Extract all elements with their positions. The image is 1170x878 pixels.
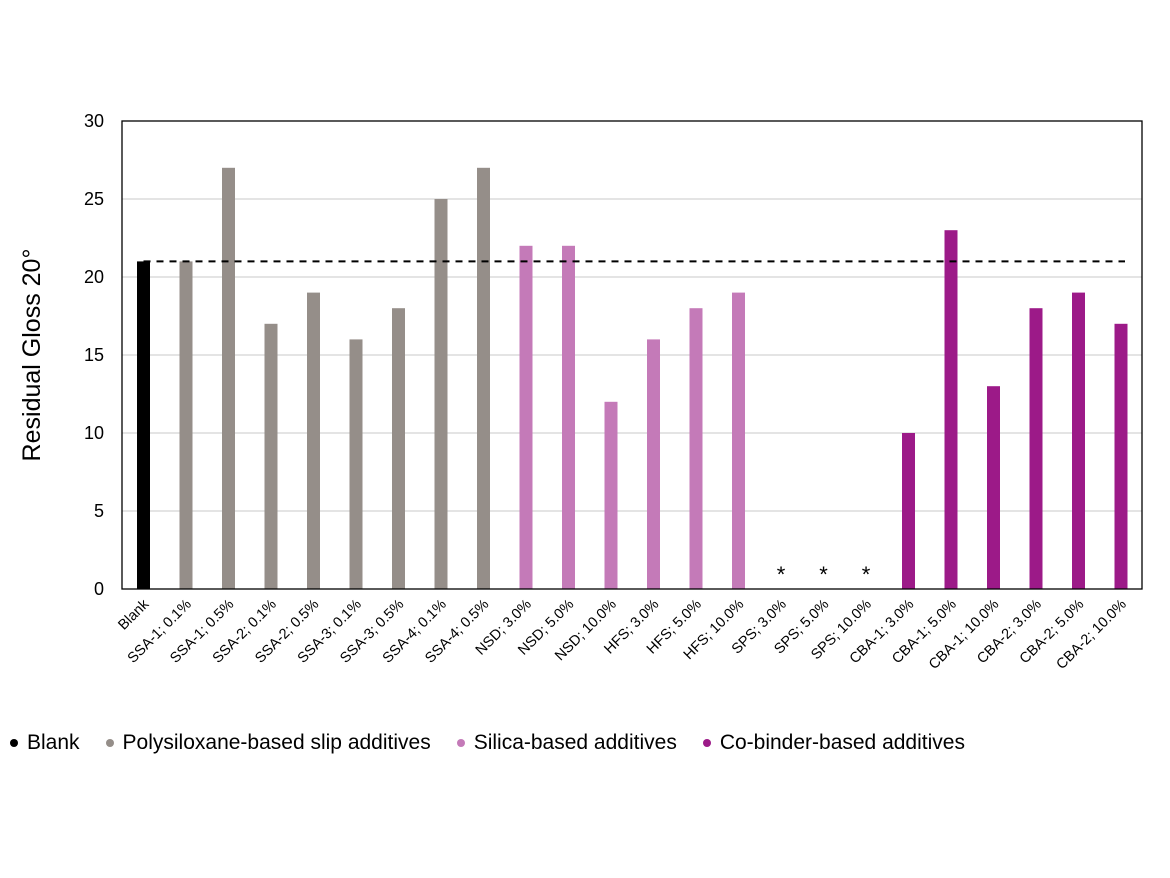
bar [1029, 308, 1043, 589]
bar [307, 292, 320, 589]
bar [1114, 323, 1128, 589]
bar [1072, 292, 1085, 589]
bars [137, 167, 1128, 590]
y-tick-label: 0 [94, 579, 104, 599]
y-tick-label: 25 [84, 189, 104, 209]
bar [434, 199, 448, 589]
bar [689, 308, 703, 589]
legend-marker [105, 739, 114, 747]
legend-marker [10, 739, 18, 747]
legend: Blank Polysiloxane-based slip additives Si… [10, 728, 1170, 758]
missing-marker: * [777, 562, 786, 587]
legend-item: Co-binder-based additives [702, 731, 965, 755]
plot-frame [121, 120, 1143, 590]
bar [562, 245, 575, 590]
bar [137, 261, 150, 589]
legend-label: Silica-based additives [473, 731, 677, 754]
legend-marker [456, 739, 465, 747]
bar [902, 433, 915, 589]
y-tick-label: 30 [84, 111, 104, 131]
x-tick-label: Blank [115, 596, 152, 633]
legend-label: Co-binder-based additives [719, 731, 965, 754]
legend-item: Polysiloxane-based slip additives [105, 731, 431, 755]
bar-chart: 0 5 10 15 20 25 30 Residual Gloss 20° * * * Blan… [18, 111, 1143, 673]
y-tick-label: 5 [94, 501, 104, 521]
y-axis-label: Residual Gloss 20° [18, 249, 46, 462]
bar [987, 386, 1000, 589]
missing-marker: * [819, 562, 828, 587]
bar [604, 401, 618, 589]
gridlines [122, 198, 1142, 512]
legend-label: Polysiloxane-based slip additives [122, 731, 431, 754]
y-tick-label: 15 [84, 345, 104, 365]
missing-value-markers: * * * [777, 562, 871, 587]
bar [944, 230, 958, 589]
legend-marker [702, 739, 711, 747]
bar [647, 339, 660, 589]
legend-label: Blank [27, 731, 80, 754]
missing-marker: * [862, 562, 871, 587]
y-axis-ticks: 0 5 10 15 20 25 30 [84, 111, 104, 599]
bar [264, 323, 278, 589]
bar [179, 261, 193, 589]
bar [477, 167, 490, 590]
bar [222, 167, 235, 590]
y-tick-label: 10 [84, 423, 104, 443]
legend-item: Silica-based additives [456, 731, 677, 755]
y-tick-label: 20 [84, 267, 104, 287]
bar [349, 339, 363, 589]
bar [732, 292, 745, 589]
legend-item: Blank [10, 731, 80, 755]
bar [392, 308, 405, 589]
bar [519, 245, 533, 590]
